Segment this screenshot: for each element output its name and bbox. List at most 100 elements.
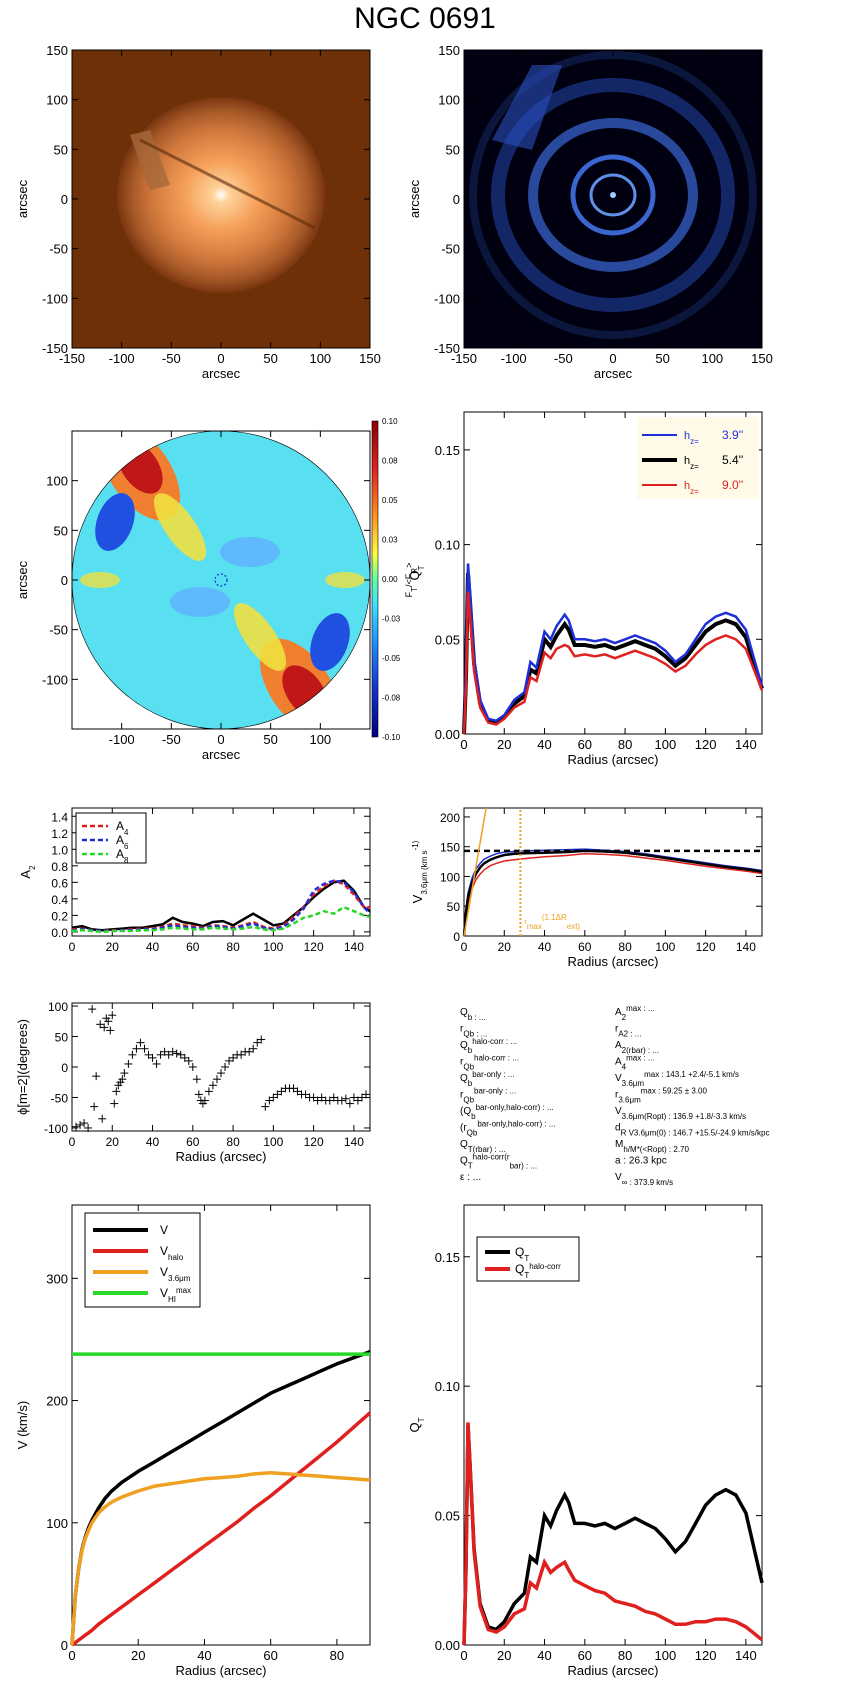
y-tick-label: 200 bbox=[440, 811, 460, 825]
y-tick-label: 50 bbox=[447, 900, 461, 914]
phase-point bbox=[120, 1069, 129, 1078]
x-tick-label: 0 bbox=[217, 732, 224, 747]
info-right-row: A2max : ... bbox=[615, 1004, 655, 1022]
plot-frame bbox=[71, 807, 371, 937]
y-tick-label: 0.15 bbox=[435, 1250, 460, 1265]
force-map-disk bbox=[72, 431, 370, 729]
info-right-row: A2(rbar) : ... bbox=[615, 1040, 659, 1055]
legend-label: V3.6μm bbox=[160, 1265, 191, 1283]
x-tick-label: 80 bbox=[618, 1648, 632, 1663]
colorbar-tick-label: 0.08 bbox=[382, 457, 398, 466]
y-axis-label: arcsec bbox=[407, 179, 422, 218]
y-tick-label: 0.05 bbox=[435, 632, 460, 647]
legend-label: A4 bbox=[116, 819, 129, 837]
phase-point bbox=[325, 1096, 334, 1105]
y-tick-label: -50 bbox=[49, 623, 68, 638]
y-tick-label: 300 bbox=[46, 1271, 68, 1286]
y-axis-label: QT bbox=[407, 565, 426, 580]
phase-point bbox=[341, 1094, 350, 1103]
phase-point bbox=[100, 1023, 109, 1032]
x-tick-label: -50 bbox=[162, 732, 181, 747]
phase-point bbox=[225, 1056, 234, 1065]
x-tick-label: 20 bbox=[497, 737, 511, 752]
phase-point bbox=[160, 1047, 169, 1056]
info-right-row: V∞ : 373.9 km/s bbox=[615, 1172, 673, 1187]
x-tick-label: 80 bbox=[226, 940, 240, 954]
info-left-row: (Qbbar-only,halo-corr) : ... bbox=[460, 1103, 554, 1121]
y-tick-label: -50 bbox=[51, 1091, 69, 1105]
legend-value: 9.0'' bbox=[722, 478, 743, 492]
x-tick-label: 80 bbox=[618, 737, 632, 752]
info-left-row: Qbhalo-corr : ... bbox=[460, 1037, 517, 1055]
phase-point bbox=[221, 1063, 230, 1071]
phase-point bbox=[136, 1038, 145, 1047]
x-tick-label: 120 bbox=[304, 1135, 324, 1149]
y-tick-label: 0.05 bbox=[435, 1509, 460, 1524]
vcomp-series-line bbox=[70, 1470, 371, 1646]
colorbar-tick-label: 0.05 bbox=[382, 496, 398, 505]
info-left-row: QT(rbar) : ... bbox=[460, 1139, 506, 1154]
info-right-row: A4max : ... bbox=[615, 1053, 655, 1071]
y-tick-label: 0.6 bbox=[51, 876, 68, 890]
x-tick-label: 80 bbox=[226, 1135, 240, 1149]
qt-hz-chart: 0 20 40 60 80 100 120 140 0.00 0.05 0.10 0.15 Radius… bbox=[407, 411, 764, 767]
info-right-row: V3.6μm(Ropt) : 136.9 +1.8/-3.3 km/s bbox=[615, 1106, 746, 1121]
phase-point bbox=[84, 1123, 93, 1132]
phase-point bbox=[90, 1102, 99, 1111]
legend-label: hz= bbox=[684, 480, 699, 496]
y-axis-label: A2 bbox=[18, 865, 37, 879]
y-tick-label: 0 bbox=[453, 192, 460, 207]
phase-point bbox=[104, 1017, 113, 1026]
phase-point bbox=[237, 1050, 246, 1059]
y-tick-label: -50 bbox=[441, 242, 460, 257]
y-tick-label: 50 bbox=[55, 1031, 69, 1045]
phase-point bbox=[317, 1093, 326, 1102]
phase-point bbox=[112, 1087, 121, 1096]
a2-line bbox=[71, 879, 371, 932]
legend-label: VHImax bbox=[160, 1286, 191, 1304]
info-right-row: rA2 : ... bbox=[615, 1024, 641, 1039]
phase-point bbox=[357, 1093, 366, 1102]
y-tick-label: -100 bbox=[42, 672, 68, 687]
x-tick-label: 120 bbox=[696, 940, 716, 954]
x-axis-label: arcsec bbox=[202, 747, 241, 762]
x-tick-label: 20 bbox=[106, 1135, 120, 1149]
x-tick-label: 140 bbox=[735, 737, 757, 752]
colorbar-tick-label: -0.03 bbox=[382, 615, 401, 624]
y-tick-label: 1.4 bbox=[51, 810, 68, 824]
colorbar-tick-label: -0.05 bbox=[382, 654, 401, 663]
phase-point bbox=[261, 1102, 270, 1111]
x-tick-label: 100 bbox=[309, 732, 331, 747]
phase-point bbox=[144, 1050, 153, 1059]
x-tick-label: -100 bbox=[109, 732, 135, 747]
x-tick-label: 100 bbox=[263, 940, 283, 954]
x-tick-label: 100 bbox=[263, 1135, 283, 1149]
phase-point bbox=[108, 1011, 117, 1020]
phase-point bbox=[217, 1069, 225, 1078]
x-tick-label: 100 bbox=[654, 737, 676, 752]
y-tick-label: 0.15 bbox=[435, 443, 460, 458]
y-tick-label: -100 bbox=[42, 291, 68, 306]
x-axis-label: Radius (arcsec) bbox=[175, 1149, 266, 1164]
legend-label: hz= bbox=[684, 430, 699, 446]
y-tick-label: 100 bbox=[46, 1516, 68, 1531]
phase-point bbox=[345, 1099, 354, 1108]
legend-value: 3.9'' bbox=[722, 428, 743, 442]
legend-label: Vhalo bbox=[160, 1244, 184, 1262]
y-axis-label: V3.6μm (km s-1) bbox=[410, 840, 429, 903]
v-line bbox=[462, 849, 763, 937]
phase-point bbox=[148, 1053, 157, 1062]
legend-label: QT bbox=[515, 1245, 529, 1263]
x-tick-label: 100 bbox=[655, 940, 675, 954]
qt-series-line bbox=[462, 591, 764, 735]
x-axis-label: arcsec bbox=[594, 366, 633, 381]
x-tick-label: 0 bbox=[609, 351, 616, 366]
y-tick-label: 0.10 bbox=[435, 1379, 460, 1394]
y-tick-label: 0.00 bbox=[435, 1638, 460, 1653]
x-tick-label: 0 bbox=[461, 940, 468, 954]
x-tick-label: 120 bbox=[695, 1648, 717, 1663]
info-left-row: Qbbar-only : ... bbox=[460, 1070, 514, 1088]
plot-frame bbox=[71, 1002, 371, 1132]
legend-label: A8 bbox=[116, 847, 129, 865]
x-tick-label: 60 bbox=[263, 1648, 277, 1663]
